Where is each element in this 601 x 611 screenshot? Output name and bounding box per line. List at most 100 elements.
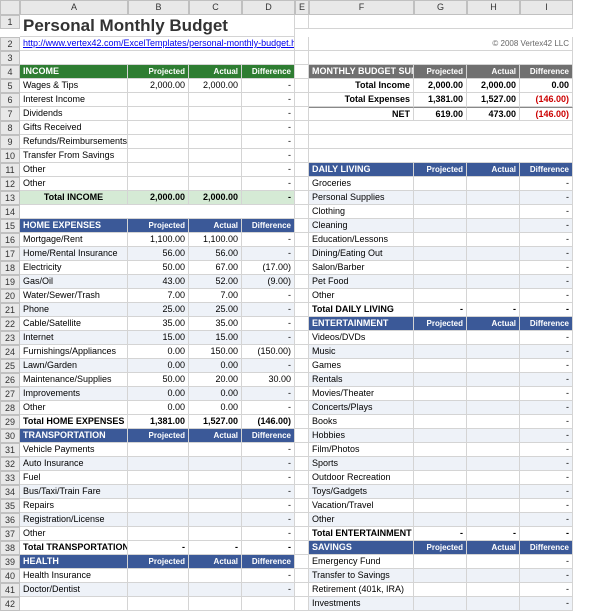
cell[interactable]: - — [520, 499, 573, 513]
cell[interactable]: - — [242, 121, 295, 135]
cell[interactable] — [414, 261, 467, 275]
cell[interactable] — [189, 471, 242, 485]
cell[interactable] — [467, 331, 520, 345]
cell[interactable]: - — [520, 247, 573, 261]
cell[interactable]: 2,000.00 — [189, 79, 242, 93]
row-header[interactable]: 3 — [0, 51, 20, 65]
cell[interactable] — [189, 93, 242, 107]
cell[interactable] — [414, 415, 467, 429]
row-header[interactable]: 18 — [0, 261, 20, 275]
cell[interactable]: - — [242, 177, 295, 191]
cell[interactable]: Education/Lessons — [309, 233, 414, 247]
cell[interactable]: Salon/Barber — [309, 261, 414, 275]
cell[interactable] — [128, 597, 189, 611]
cell[interactable] — [20, 597, 128, 611]
cell[interactable] — [467, 597, 520, 611]
cell[interactable]: Water/Sewer/Trash — [20, 289, 128, 303]
cell[interactable]: - — [242, 541, 295, 555]
cell[interactable]: (150.00) — [242, 345, 295, 359]
cell[interactable] — [189, 527, 242, 541]
cell[interactable]: (146.00) — [520, 93, 573, 107]
cell[interactable]: 1,100.00 — [128, 233, 189, 247]
cell[interactable] — [189, 569, 242, 583]
cell[interactable]: - — [520, 345, 573, 359]
cell[interactable]: Videos/DVDs — [309, 331, 414, 345]
cell[interactable] — [414, 471, 467, 485]
cell[interactable]: Health Insurance — [20, 569, 128, 583]
cell[interactable]: 150.00 — [189, 345, 242, 359]
income-row-label[interactable]: Other — [20, 177, 128, 191]
cell[interactable]: 35.00 — [189, 317, 242, 331]
cell[interactable] — [467, 261, 520, 275]
cell[interactable]: 20.00 — [189, 373, 242, 387]
cell[interactable] — [414, 387, 467, 401]
cell[interactable] — [414, 205, 467, 219]
income-row-label[interactable]: Gifts Received — [20, 121, 128, 135]
cell[interactable]: - — [520, 303, 573, 317]
cell[interactable]: - — [242, 443, 295, 457]
cell[interactable]: Other — [20, 527, 128, 541]
row-header[interactable]: 40 — [0, 569, 20, 583]
cell[interactable]: - — [520, 219, 573, 233]
cell[interactable]: 7.00 — [189, 289, 242, 303]
cell[interactable]: - — [242, 499, 295, 513]
row-header[interactable]: 32 — [0, 457, 20, 471]
cell[interactable] — [467, 373, 520, 387]
cell[interactable] — [128, 93, 189, 107]
column-header[interactable]: H — [467, 0, 520, 15]
cell[interactable] — [128, 513, 189, 527]
cell[interactable]: - — [520, 485, 573, 499]
cell[interactable] — [467, 471, 520, 485]
cell[interactable]: Bus/Taxi/Train Fare — [20, 485, 128, 499]
cell[interactable] — [189, 457, 242, 471]
cell[interactable]: 56.00 — [189, 247, 242, 261]
cell[interactable]: Movies/Theater — [309, 387, 414, 401]
cell[interactable]: - — [242, 471, 295, 485]
cell[interactable]: Books — [309, 415, 414, 429]
cell[interactable]: 67.00 — [189, 261, 242, 275]
cell[interactable]: Dining/Eating Out — [309, 247, 414, 261]
cell[interactable] — [467, 289, 520, 303]
cell[interactable] — [414, 401, 467, 415]
cell[interactable]: - — [520, 429, 573, 443]
cell[interactable]: Other — [309, 513, 414, 527]
cell[interactable]: - — [520, 373, 573, 387]
cell[interactable]: - — [520, 555, 573, 569]
cell[interactable]: - — [520, 205, 573, 219]
cell[interactable]: - — [242, 93, 295, 107]
cell[interactable] — [189, 135, 242, 149]
cell[interactable] — [414, 555, 467, 569]
cell[interactable]: (9.00) — [242, 275, 295, 289]
cell[interactable] — [128, 457, 189, 471]
cell[interactable]: Maintenance/Supplies — [20, 373, 128, 387]
cell[interactable] — [467, 387, 520, 401]
cell[interactable] — [128, 471, 189, 485]
cell[interactable]: Fuel — [20, 471, 128, 485]
cell[interactable]: Transfer to Savings — [309, 569, 414, 583]
cell[interactable] — [189, 107, 242, 121]
cell[interactable]: Phone — [20, 303, 128, 317]
cell[interactable]: - — [414, 303, 467, 317]
cell[interactable]: Mortgage/Rent — [20, 233, 128, 247]
row-header[interactable]: 9 — [0, 135, 20, 149]
cell[interactable]: - — [520, 513, 573, 527]
cell[interactable] — [414, 583, 467, 597]
cell[interactable]: 50.00 — [128, 261, 189, 275]
cell[interactable]: - — [242, 569, 295, 583]
cell[interactable] — [189, 163, 242, 177]
cell[interactable]: Other — [20, 401, 128, 415]
cell[interactable]: 619.00 — [414, 107, 467, 121]
cell[interactable]: Toys/Gadgets — [309, 485, 414, 499]
row-header[interactable]: 36 — [0, 513, 20, 527]
cell[interactable]: - — [520, 569, 573, 583]
cell[interactable]: Cable/Satellite — [20, 317, 128, 331]
row-header[interactable]: 37 — [0, 527, 20, 541]
cell[interactable] — [309, 51, 573, 65]
row-header[interactable]: 23 — [0, 331, 20, 345]
cell[interactable]: Auto Insurance — [20, 457, 128, 471]
row-header[interactable]: 38 — [0, 541, 20, 555]
cell[interactable] — [414, 457, 467, 471]
row-header[interactable]: 35 — [0, 499, 20, 513]
cell[interactable] — [128, 107, 189, 121]
cell[interactable] — [414, 569, 467, 583]
